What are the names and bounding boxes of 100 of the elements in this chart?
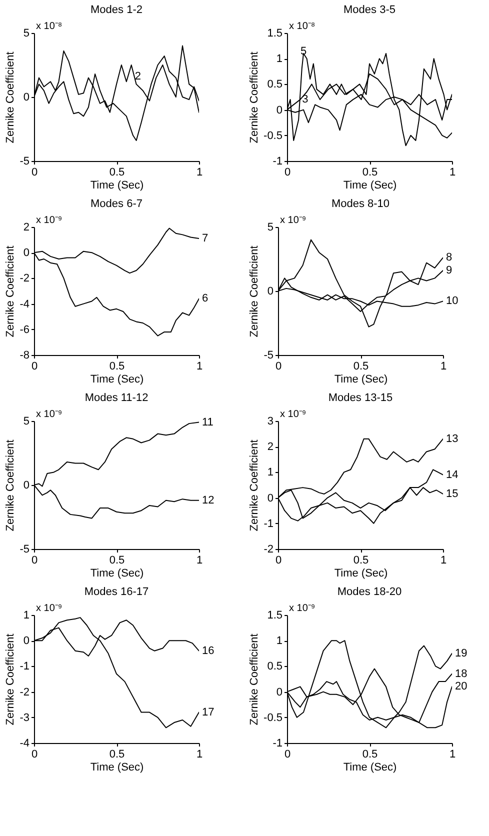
y-tick-label: 1 [276, 53, 282, 66]
y-tick-label: 2 [267, 441, 274, 454]
y-tick-label: -2 [20, 686, 30, 698]
x-axis-title: Time (Sec) [334, 374, 388, 386]
series-label: 7 [202, 232, 208, 245]
series-label: 8 [446, 252, 452, 264]
text: x 10⁻⁹ [36, 215, 62, 226]
x-tick-label: 0 [31, 554, 38, 566]
chart-title: Modes 13-15 [328, 392, 393, 404]
y-tick-label: -6 [20, 324, 30, 336]
annotation: 5 [300, 45, 307, 58]
series-label: 16 [202, 644, 214, 657]
y-tick-label: -4 [20, 298, 30, 310]
x-tick-label: 0 [31, 360, 38, 372]
y-tick-label: 1 [276, 635, 282, 648]
y-axis-title: Zernike Coefficient [248, 246, 261, 338]
y-tick-label: -5 [20, 156, 30, 168]
x-tick-label: 0 [284, 748, 291, 760]
x-tick-label: 0.5 [353, 360, 369, 372]
y-tick-label: -5 [20, 544, 30, 556]
y-tick-label: -0.5 [264, 130, 282, 142]
y-axis-title: Zernike Coefficient [4, 440, 17, 532]
y-axis-title: Zernike Coefficient [248, 440, 261, 532]
text: x 10⁻⁹ [36, 603, 62, 614]
text: x 10⁻⁸ [289, 21, 316, 32]
y-axis-title: Zernike Coefficient [4, 246, 17, 338]
series-label: 19 [455, 647, 468, 660]
y-tick-label: 1 [267, 466, 274, 479]
series-label: 6 [202, 292, 208, 305]
y-axis-title: Zernike Coefficient [248, 634, 261, 726]
x-tick-label: 0.5 [362, 166, 378, 178]
chart-title: Modes 8-10 [331, 198, 390, 210]
y-tick-label: -8 [20, 350, 30, 362]
y-tick-label: 0 [23, 247, 30, 260]
chart-title: Modes 1-2 [90, 4, 142, 16]
text: x 10⁻⁹ [36, 409, 62, 420]
y-tick-label: 5 [267, 222, 274, 234]
y-tick-label: 0 [23, 92, 30, 104]
x-axis-title: Time (Sec) [343, 762, 397, 774]
series-label: 14 [446, 468, 458, 481]
y-tick-label: -1 [20, 660, 30, 673]
series-label: 18 [455, 668, 468, 680]
text: x 10⁻⁹ [280, 409, 306, 420]
x-tick-label: 1 [196, 748, 203, 760]
x-axis-title: Time (Sec) [343, 180, 397, 192]
x-tick-label: 0 [31, 748, 38, 760]
y-tick-label: 0 [23, 480, 30, 492]
y-tick-label: 0 [267, 492, 274, 504]
y-tick-label: 0 [267, 286, 274, 298]
series-label: 15 [446, 488, 458, 500]
y-tick-label: 5 [23, 28, 30, 40]
chart-title: Modes 3-5 [344, 4, 396, 16]
x-axis-title: Time (Sec) [90, 374, 144, 386]
y-tick-label: 5 [23, 416, 30, 428]
series-label: 17 [202, 706, 214, 718]
chart-title: Modes 11-12 [84, 392, 148, 404]
series-label: 12 [202, 494, 214, 506]
y-tick-label: -1 [272, 156, 282, 168]
y-tick-label: -1 [264, 518, 274, 530]
chart-title: Modes 6-7 [90, 198, 142, 210]
chart-title: Modes 16-17 [84, 586, 149, 598]
y-tick-label: -1 [272, 738, 282, 750]
y-tick-label: -2 [20, 272, 30, 285]
series-label: 11 [202, 416, 214, 428]
y-tick-label: 3 [267, 416, 274, 428]
series-label: 20 [455, 680, 468, 693]
text: x 10⁻⁹ [280, 215, 306, 226]
y-axis-title: Zernike Coefficient [4, 634, 17, 726]
chart-title: Modes 18-20 [337, 586, 402, 598]
x-tick-label: 1 [449, 166, 456, 178]
series-label: 9 [446, 264, 452, 277]
annotation: 2 [134, 70, 142, 83]
x-axis-title: Time (Sec) [90, 762, 144, 774]
x-tick-label: 1 [440, 360, 447, 372]
y-axis-title: Zernike Coefficient [248, 52, 261, 144]
y-tick-label: 2 [23, 222, 30, 234]
text: x 10⁻⁹ [289, 603, 316, 614]
series-label: 13 [446, 432, 458, 445]
x-tick-label: 1 [196, 360, 203, 372]
y-tick-label: -3 [20, 712, 30, 724]
x-tick-label: 0.5 [362, 748, 378, 760]
x-tick-label: 1 [196, 166, 203, 178]
x-axis-title: Time (Sec) [90, 568, 144, 580]
y-axis-title: Zernike Coefficient [4, 52, 17, 144]
x-tick-label: 0 [284, 166, 291, 178]
y-tick-label: 0.5 [267, 660, 282, 673]
x-tick-label: 0.5 [109, 748, 125, 760]
x-tick-label: 1 [196, 554, 203, 566]
y-tick-label: 0 [276, 686, 282, 698]
y-tick-label: 1.5 [267, 28, 282, 40]
y-tick-label: -0.5 [264, 712, 282, 724]
x-tick-label: 0 [31, 166, 38, 178]
y-tick-label: 0.5 [267, 78, 282, 91]
x-tick-label: 0.5 [109, 360, 125, 372]
y-tick-label: 0 [23, 635, 30, 648]
x-tick-label: 1 [440, 554, 447, 566]
x-tick-label: 0.5 [353, 554, 369, 566]
x-axis-title: Time (Sec) [90, 180, 144, 192]
text: x 10⁻⁸ [36, 21, 62, 32]
y-tick-label: 1.5 [267, 610, 282, 622]
